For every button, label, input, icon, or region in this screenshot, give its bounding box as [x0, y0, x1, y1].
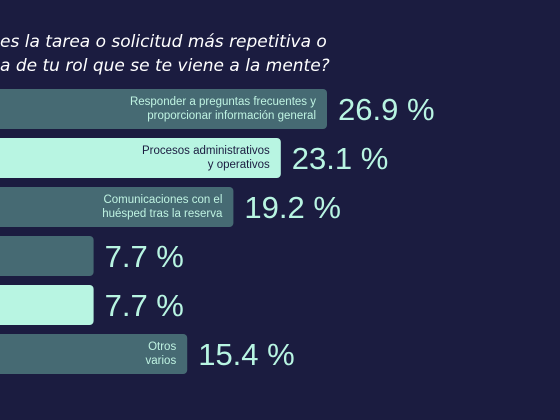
chart-title-line-2: a de tu rol que se te viene a la mente? — [0, 56, 330, 76]
bar-1-category-label-line-1: Responder a preguntas frecuentes y — [130, 96, 316, 108]
bar-5 — [0, 285, 94, 325]
bar-3-category-label-line-2: huésped tras la reserva — [102, 208, 223, 220]
bar-3-category-label-line-1: Comunicaciones con el — [103, 194, 222, 206]
chart-title-line-1: es la tarea o solicitud más repetitiva o — [0, 32, 327, 52]
bar-1-category-label-line-2: proporcionar información general — [147, 110, 316, 122]
bar-2-category-label-line-2: y operativos — [208, 159, 270, 171]
bar-6-category-label-line-1: Otros — [148, 341, 176, 353]
bar-6-category-label-line-2: varios — [146, 355, 177, 367]
bar-group-6: Otros varios 15.4 % — [0, 334, 295, 374]
bar-6-value-label: 15.4 % — [198, 337, 295, 372]
bar-1-value-label: 26.9 % — [338, 92, 435, 127]
bar-2-category-label-line-1: Procesos administrativos — [142, 145, 270, 157]
bar-4-value-label: 7.7 % — [105, 239, 184, 274]
bar-1 — [0, 89, 327, 129]
chart-title: es la tarea o solicitud más repetitiva o… — [0, 30, 560, 78]
bar-4 — [0, 236, 94, 276]
bar-group-2: Procesos administrativos y operativos 23.1… — [0, 138, 388, 178]
bar-3-value-label: 19.2 % — [244, 190, 341, 225]
bar-5-value-label: 7.7 % — [105, 288, 184, 323]
bar-group-4: 7.7 % — [0, 236, 184, 276]
bar-3 — [0, 187, 234, 227]
bar-group-1: Responder a preguntas frecuentes y propor… — [0, 89, 435, 129]
bar-6 — [0, 334, 188, 374]
bar-group-5: 7.7 % — [0, 285, 184, 325]
bar-group-3: Comunicaciones con el huésped tras la res… — [0, 187, 341, 227]
bar-2 — [0, 138, 281, 178]
bar-2-value-label: 23.1 % — [292, 141, 389, 176]
